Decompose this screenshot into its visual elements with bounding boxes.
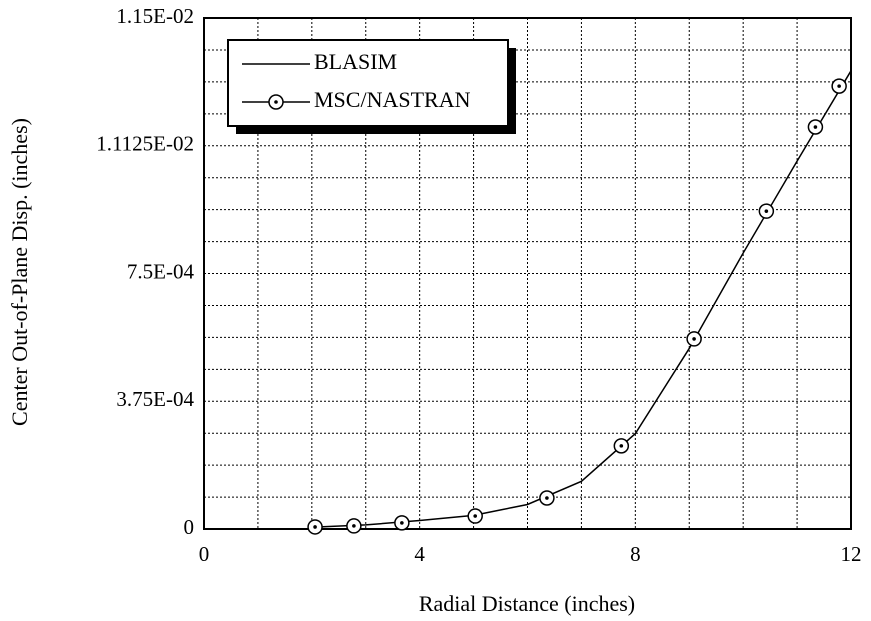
- plot-frame: [203, 17, 852, 530]
- marker-dot: [352, 524, 356, 528]
- data-point: [394, 515, 410, 531]
- y-tick-label: 3.75E-04: [116, 387, 194, 411]
- data-point: [831, 78, 847, 94]
- x-tick-label: 12: [841, 542, 862, 566]
- x-tick-label: 8: [630, 542, 641, 566]
- marker-dot: [545, 496, 549, 500]
- legend-box: [227, 39, 509, 127]
- marker-dot: [692, 337, 696, 341]
- marker-dot: [764, 209, 769, 213]
- x-axis-label: Radial Distance (inches): [419, 591, 635, 616]
- data-point: [346, 518, 362, 534]
- marker-dot: [619, 444, 624, 448]
- x-tick-label: 0: [199, 542, 210, 566]
- legend-marker-dot: [274, 100, 278, 104]
- data-point: [758, 203, 775, 219]
- x-tick-label: 4: [414, 542, 425, 566]
- y-tick-label: 7.5E-04: [127, 259, 195, 283]
- y-tick-label: 1.15E-02: [116, 4, 194, 28]
- marker-dot: [837, 84, 841, 88]
- data-point: [807, 119, 824, 135]
- data-point: [539, 490, 555, 506]
- marker-dot: [400, 521, 404, 525]
- data-point: [307, 519, 323, 535]
- legend-label: MSC/NASTRAN: [314, 87, 471, 112]
- y-tick-label: 0: [184, 515, 195, 539]
- data-point: [613, 438, 630, 454]
- data-point: [686, 331, 702, 347]
- data-point: [467, 508, 483, 524]
- marker-dot: [813, 125, 818, 129]
- legend-label: BLASIM: [314, 49, 397, 74]
- y-axis-label: Center Out-of-Plane Disp. (inches): [7, 118, 32, 426]
- marker-dot: [473, 514, 478, 518]
- y-tick-label: 1.1125E-02: [96, 132, 194, 156]
- marker-dot: [313, 525, 317, 529]
